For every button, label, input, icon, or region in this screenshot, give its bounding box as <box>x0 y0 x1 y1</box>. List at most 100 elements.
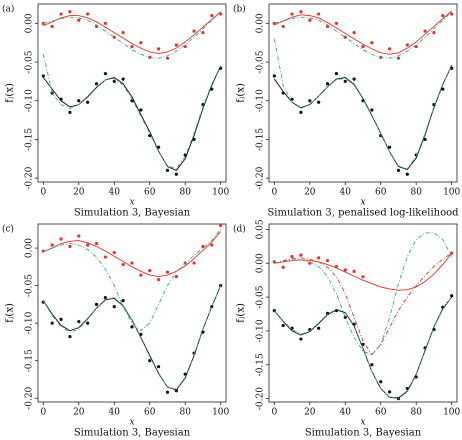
y-tick-label: -0.15 <box>256 353 266 376</box>
data-point <box>68 244 72 249</box>
data-point <box>352 269 356 273</box>
y-axis-label: fⱼ(x) <box>236 83 247 103</box>
data-point <box>148 268 152 273</box>
fit-curve <box>273 296 453 400</box>
x-tick-label: 0 <box>40 188 46 198</box>
panel-label: (d) <box>233 224 246 235</box>
x-axis-label: x <box>129 418 134 428</box>
y-tick-label: -0.20 <box>25 386 35 409</box>
data-point <box>281 24 285 29</box>
x-tick-label: 60 <box>375 408 387 418</box>
data-point <box>281 265 285 269</box>
x-axis-label: x <box>129 198 134 208</box>
caption: Simulation 3, Bayesian <box>305 428 422 439</box>
data-point <box>325 258 330 263</box>
data-point <box>139 108 143 112</box>
x-tick-label: 0 <box>40 408 46 418</box>
data-point <box>361 275 365 279</box>
data-point <box>334 72 338 76</box>
data-point <box>165 168 170 172</box>
data-point <box>77 320 81 324</box>
data-point <box>352 77 356 81</box>
x-tick-label: 60 <box>375 188 387 198</box>
data-point <box>121 77 125 81</box>
y-tick-label: 0.00 <box>256 13 266 33</box>
y-tick-label: 0.05 <box>256 219 266 239</box>
data-point <box>68 110 72 114</box>
caption: Simulation 3, penalised log-likelihood <box>267 208 459 219</box>
data-point <box>405 43 409 47</box>
data-point <box>86 100 90 104</box>
y-axis-label: fⱼ(x) <box>5 83 16 103</box>
fit-curve <box>43 231 222 278</box>
y-tick-label: -0.20 <box>25 166 35 189</box>
y-tick-label: -0.15 <box>25 128 35 151</box>
y-tick-label: -0.15 <box>25 349 35 372</box>
fit-curve <box>43 228 222 332</box>
data-point <box>299 10 303 14</box>
data-point <box>423 137 427 142</box>
y-tick-label: -0.05 <box>256 50 266 73</box>
y-axis-label: fⱼ(x) <box>236 303 247 323</box>
x-tick-label: 100 <box>443 408 460 418</box>
data-point <box>192 29 196 33</box>
plot-frame <box>268 223 458 403</box>
fit-curve <box>42 54 222 170</box>
data-point <box>157 277 161 282</box>
y-tick-label: 0.00 <box>256 253 266 273</box>
data-point <box>290 12 294 16</box>
y-tick-label: 0.00 <box>25 13 35 33</box>
data-point <box>370 41 374 45</box>
data-point <box>103 72 107 76</box>
x-tick-label: 20 <box>73 408 85 418</box>
y-tick-label: -0.10 <box>25 311 35 334</box>
data-point <box>103 21 107 25</box>
caption: Simulation 3, Bayesian <box>74 208 191 219</box>
data-point <box>121 299 125 303</box>
data-point <box>165 270 170 274</box>
data-point <box>308 99 312 103</box>
x-tick-label: 100 <box>443 188 460 198</box>
x-axis-label: x <box>360 418 365 428</box>
fit-curve <box>273 64 453 171</box>
x-tick-label: 80 <box>410 408 422 418</box>
plot-frame <box>268 3 458 183</box>
data-point <box>219 223 223 228</box>
data-point <box>50 321 54 325</box>
data-point <box>77 99 81 103</box>
data-point <box>441 14 445 18</box>
data-point <box>325 82 330 86</box>
data-point <box>299 337 303 341</box>
y-tick-label: -0.10 <box>256 89 266 112</box>
data-point <box>157 47 161 51</box>
data-point <box>388 390 392 394</box>
data-point <box>112 250 116 255</box>
data-point <box>281 323 285 328</box>
data-point <box>352 31 356 35</box>
data-point <box>130 261 134 265</box>
data-point <box>77 18 81 22</box>
fit-curve <box>274 232 453 356</box>
y-tick-label: -0.05 <box>25 50 35 73</box>
data-point <box>219 12 223 16</box>
fit-curve <box>274 10 452 55</box>
data-point <box>121 31 125 35</box>
x-tick-label: 40 <box>109 408 121 418</box>
data-point <box>272 74 276 78</box>
data-point <box>112 79 116 83</box>
data-point <box>370 108 374 112</box>
data-point <box>50 24 54 29</box>
panel-label: (b) <box>233 4 246 15</box>
y-tick-label: -0.15 <box>256 128 266 151</box>
data-point <box>68 10 72 14</box>
data-point <box>423 29 427 33</box>
x-tick-label: 60 <box>144 188 156 198</box>
data-point <box>103 255 107 259</box>
fit-curve <box>274 252 452 356</box>
data-point <box>59 12 63 16</box>
x-tick-label: 40 <box>340 188 352 198</box>
data-point <box>210 243 214 247</box>
data-point <box>308 18 312 22</box>
data-point <box>77 234 81 238</box>
x-tick-label: 0 <box>271 408 277 418</box>
